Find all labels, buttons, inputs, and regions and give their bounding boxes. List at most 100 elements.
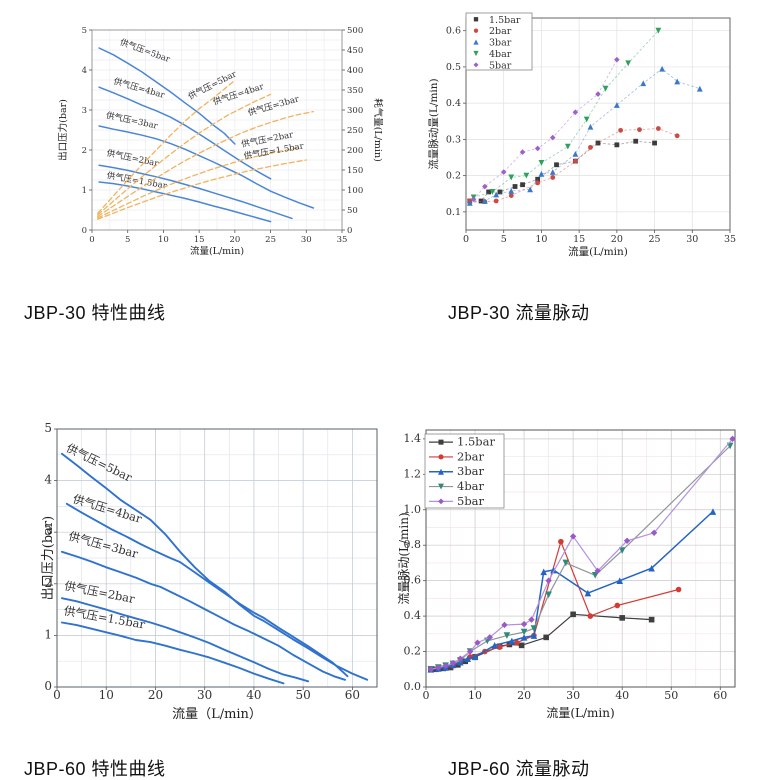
jbp60-pulsation-chart: 0 10 20 30 40 50 60 0.0 0.2 0.4 0.6 0.8 1.0 1.2 1.4 流量(… [396,429,736,720]
svg-text:0: 0 [82,226,87,236]
caption-jbp60-pulsation: JBP-60 流量脉动 [448,759,590,779]
svg-text:50: 50 [347,206,358,216]
jbp60-characteristic-chart: 0 10 20 30 40 50 60 0 1 2 3 4 5 流量（L/min） 出口压力(bar) 供气压… [41,421,378,722]
axis-ticks: 0 10 20 30 40 50 60 0.0 0.2 0.4 0.6 0.8 1.0 1.2 1.4 [404,432,728,702]
series-5bar [427,435,736,673]
series-3bar [427,508,717,673]
curve-label: 供气压=4bar [71,492,144,526]
svg-text:0.3: 0.3 [446,134,461,145]
svg-text:1.0: 1.0 [404,503,422,516]
axis-ticks: 0 5 10 15 20 25 30 3501234505010015020025030035… [82,26,364,245]
svg-text:0: 0 [89,235,94,245]
legend-label: 1.5bar [457,435,496,449]
y-axis-label: 流量脉动量(L/min) [427,78,440,169]
svg-text:0: 0 [423,689,430,702]
svg-text:2: 2 [82,146,87,156]
svg-text:10: 10 [158,235,169,245]
svg-text:0.6: 0.6 [446,26,461,37]
svg-text:40: 40 [615,689,629,702]
jbp30-characteristic-chart: 0 5 10 15 20 25 30 3501234505010015020025030035… [57,26,384,257]
series-3bar [466,65,703,206]
curve-label: 供气压=2bar [63,579,136,606]
svg-text:25: 25 [265,235,276,245]
svg-text:5: 5 [82,26,87,36]
svg-text:150: 150 [347,166,363,176]
series-供气压=5bar: 供气压=5bar [60,441,369,681]
svg-text:0: 0 [463,234,469,245]
series-供气压=3bar: 供气压=3bar [60,529,346,681]
legend-label: 3bar [457,464,485,478]
svg-text:15: 15 [194,235,205,245]
svg-text:0: 0 [347,226,352,236]
chart-jbp30-pulsation: 0 5 10 15 20 25 30 35 0.1 0.2 0.3 0.4 0.5 0.6 流量(L/min… [415,2,757,262]
plot-border [425,429,736,688]
y-axis-label: 出口压力(bar) [57,99,69,161]
jbp30-pulsation-chart: 0 5 10 15 20 25 30 35 0.1 0.2 0.3 0.4 0.5 0.6 流量(L/min… [427,12,736,258]
svg-text:250: 250 [347,126,363,136]
svg-text:1.4: 1.4 [404,432,422,445]
caption-jbp30-characteristic: JBP-30 特性曲线 [24,303,166,323]
svg-text:0: 0 [44,679,52,693]
x-axis-label: 流量(L/min) [568,245,628,258]
plot-border [56,428,378,688]
svg-text:0.5: 0.5 [446,62,461,73]
svg-text:100: 100 [347,186,363,196]
axis-ticks: 0 5 10 15 20 25 30 35 0.1 0.2 0.3 0.4 0.5 0.6 [446,26,736,245]
svg-text:60: 60 [713,689,727,702]
svg-text:15: 15 [573,234,585,245]
chart-jbp60-pulsation: 0 10 20 30 40 50 60 0.0 0.2 0.4 0.6 0.8 1.0 1.2 1.4 流量(… [395,418,757,723]
svg-text:20: 20 [229,235,240,245]
legend-label: 5bar [457,494,485,508]
svg-text:0.4: 0.4 [404,609,422,622]
svg-text:0: 0 [53,688,61,702]
svg-text:4: 4 [44,473,52,487]
legend-label: 3bar [489,38,512,49]
series-供气压=1.5bar: 供气压=1.5bar [60,604,285,685]
svg-text:30: 30 [686,234,698,245]
plot-border [465,17,731,231]
svg-text:5: 5 [125,235,130,245]
svg-text:1: 1 [44,627,52,641]
svg-text:40: 40 [246,688,261,702]
svg-text:0.1: 0.1 [446,207,461,218]
chart-jbp60-characteristic: 0 10 20 30 40 50 60 0 1 2 3 4 5 流量（L/min） 出口压力(bar) 供气压… [40,418,390,730]
legend-label: 1.5bar [489,15,521,26]
svg-text:450: 450 [347,46,363,56]
svg-text:5: 5 [501,234,507,245]
svg-text:30: 30 [301,235,312,245]
y-axis-label: 流量脉动(L/min) [396,512,411,604]
svg-text:5: 5 [44,421,52,435]
caption-jbp30-pulsation: JBP-30 流量脉动 [448,303,590,323]
legend-label: 2bar [457,449,485,463]
svg-text:300: 300 [347,106,363,116]
svg-text:0.6: 0.6 [404,574,422,587]
svg-text:350: 350 [347,86,363,96]
svg-text:0.2: 0.2 [404,645,422,658]
series-2bar [428,538,682,673]
svg-text:20: 20 [517,689,531,702]
svg-text:0.0: 0.0 [404,680,422,693]
curve-label: 供气压=3bar [247,93,301,118]
legend-label: 4bar [457,479,485,493]
svg-text:400: 400 [347,66,363,76]
svg-text:3: 3 [82,106,87,116]
chart-jbp30-characteristic: 0 5 10 15 20 25 30 35 0 1 2 3 4 5 0 50 100 150 200 250 300 35… [8,2,393,264]
svg-text:35: 35 [337,235,348,245]
caption-jbp60-characteristic: JBP-60 特性曲线 [24,759,166,779]
grid [91,29,343,231]
curve-label: 供气压=2bar [106,148,161,170]
svg-text:10: 10 [468,689,482,702]
svg-text:50: 50 [296,688,311,702]
svg-text:500: 500 [347,26,363,36]
svg-text:10: 10 [99,688,114,702]
svg-text:25: 25 [649,234,661,245]
svg-text:4: 4 [82,66,87,76]
svg-text:20: 20 [148,688,163,702]
x-axis-label: 流量（L/min） [172,707,262,722]
svg-text:1: 1 [82,186,87,196]
svg-text:30: 30 [566,689,580,702]
svg-text:3: 3 [44,524,52,538]
